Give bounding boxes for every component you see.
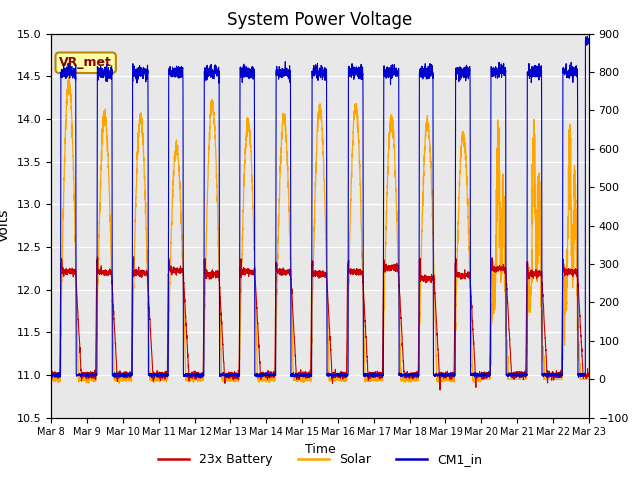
Legend: 23x Battery, Solar, CM1_in: 23x Battery, Solar, CM1_in: [153, 448, 487, 471]
Text: VR_met: VR_met: [60, 56, 112, 69]
Title: System Power Voltage: System Power Voltage: [227, 11, 413, 29]
X-axis label: Time: Time: [305, 443, 335, 456]
Y-axis label: Volts: Volts: [0, 209, 11, 242]
